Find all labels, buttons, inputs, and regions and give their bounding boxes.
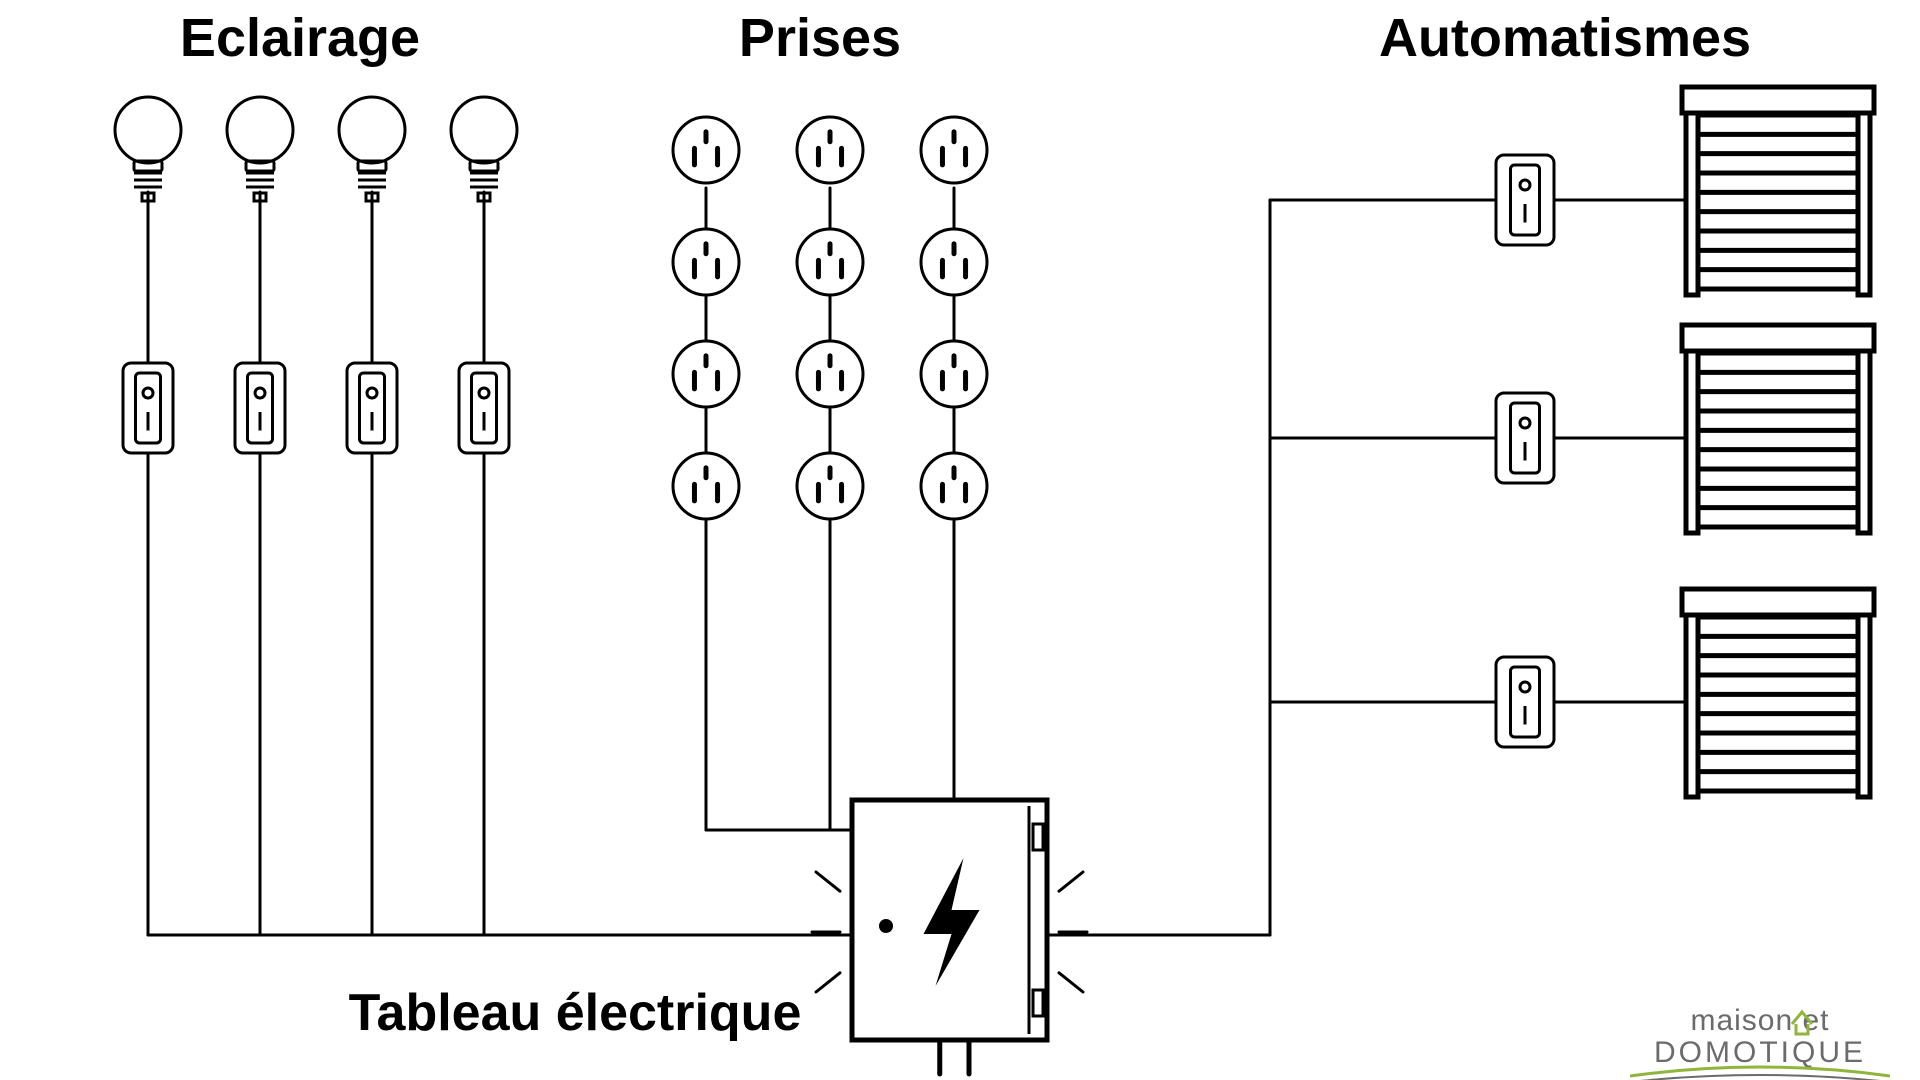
shutter-icon bbox=[1682, 325, 1874, 533]
shutter-icon bbox=[1682, 87, 1874, 295]
switch-icon bbox=[1496, 657, 1554, 747]
switch-icon bbox=[1496, 155, 1554, 245]
bulb-icon bbox=[451, 97, 517, 201]
switch-icon bbox=[1496, 393, 1554, 483]
title-automation: Automatismes bbox=[1379, 8, 1751, 68]
electrical-panel-icon bbox=[852, 800, 1047, 1040]
bulb-icon bbox=[227, 97, 293, 201]
title-panel: Tableau électrique bbox=[349, 984, 802, 1042]
outlet-icon bbox=[673, 229, 739, 295]
outlet-icon bbox=[797, 453, 863, 519]
outlet-icon bbox=[921, 117, 987, 183]
brand-logo: maison etDOMOTIQUE bbox=[1630, 1004, 1890, 1080]
outlet-icon bbox=[797, 117, 863, 183]
bulb-icon bbox=[115, 97, 181, 201]
bulb-icon bbox=[339, 97, 405, 201]
switch-icon bbox=[123, 363, 173, 453]
title-outlets: Prises bbox=[739, 8, 901, 68]
switch-icon bbox=[459, 363, 509, 453]
switch-icon bbox=[347, 363, 397, 453]
svg-text:DOMOTIQUE: DOMOTIQUE bbox=[1654, 1036, 1866, 1069]
outlet-icon bbox=[797, 229, 863, 295]
outlet-icon bbox=[673, 341, 739, 407]
outlet-icon bbox=[673, 117, 739, 183]
outlet-icon bbox=[673, 453, 739, 519]
outlet-icon bbox=[797, 341, 863, 407]
outlet-icon bbox=[921, 229, 987, 295]
outlet-icon bbox=[921, 453, 987, 519]
shutter-icon bbox=[1682, 589, 1874, 797]
outlet-icon bbox=[921, 341, 987, 407]
switch-icon bbox=[235, 363, 285, 453]
title-lighting: Eclairage bbox=[180, 8, 420, 68]
